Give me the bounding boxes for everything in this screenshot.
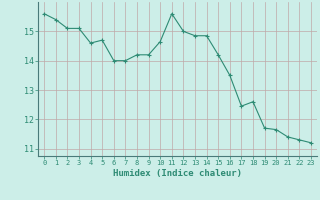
X-axis label: Humidex (Indice chaleur): Humidex (Indice chaleur) [113, 169, 242, 178]
